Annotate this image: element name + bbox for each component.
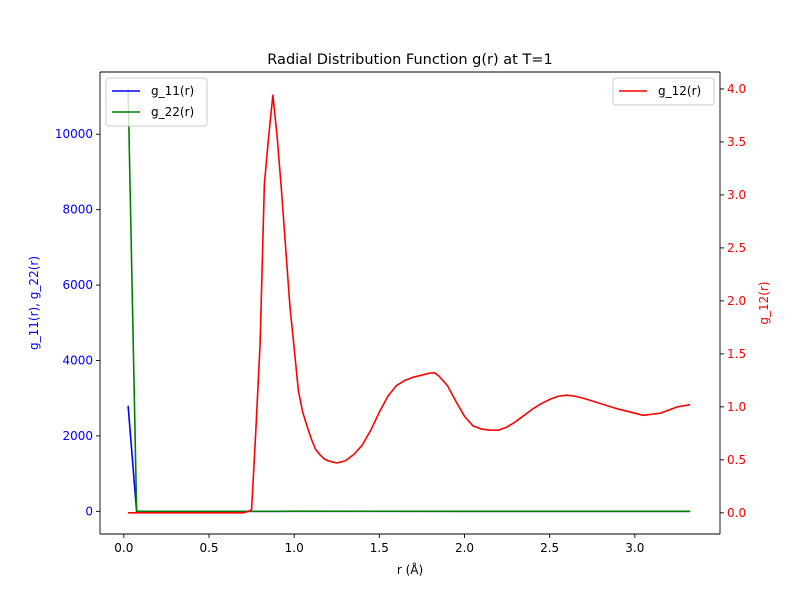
y-tick-label-right: 1.5 bbox=[727, 347, 746, 361]
x-tick-label: 1.0 bbox=[285, 541, 304, 555]
y-tick-label-right: 2.5 bbox=[727, 241, 746, 255]
y-tick-label-left: 4000 bbox=[62, 354, 93, 368]
series-lines bbox=[127, 88, 691, 514]
y-tick-label-left: 10000 bbox=[55, 127, 93, 141]
legend-right: g_12(r) bbox=[612, 77, 715, 106]
legend-left-box bbox=[105, 77, 208, 127]
x-tick-label: 2.0 bbox=[455, 541, 474, 555]
axes-frame bbox=[99, 71, 721, 535]
x-ticks: 0.0 0.5 1.0 1.5 2.0 2.5 3.0 bbox=[114, 534, 644, 555]
y-axis-label-right: g_12(r) bbox=[757, 281, 771, 324]
series-line-g-12-r bbox=[128, 94, 691, 514]
x-axis-label: r (Å) bbox=[397, 562, 423, 577]
y-tick-label-right: 0.5 bbox=[727, 453, 746, 467]
y-tick-label-left: 0 bbox=[85, 504, 93, 518]
y-tick-label-left: 6000 bbox=[62, 278, 93, 292]
legend-label-g11: g_11(r) bbox=[151, 84, 194, 98]
y-tick-label-left: 8000 bbox=[62, 203, 93, 217]
x-tick-label: 3.0 bbox=[625, 541, 644, 555]
x-tick-label: 1.5 bbox=[370, 541, 389, 555]
legend-label-g12: g_12(r) bbox=[658, 84, 701, 98]
y-tick-label-right: 2.0 bbox=[727, 294, 746, 308]
y-tick-label-right: 0.0 bbox=[727, 506, 746, 520]
y-ticks-left: 0 2000 4000 6000 8000 10000 bbox=[55, 127, 100, 518]
chart-title: Radial Distribution Function g(r) at T=1 bbox=[267, 52, 552, 68]
legend-right-box bbox=[612, 77, 715, 106]
x-tick-label: 0.5 bbox=[199, 541, 218, 555]
x-tick-label: 2.5 bbox=[540, 541, 559, 555]
y-tick-label-right: 1.0 bbox=[727, 400, 746, 414]
legend-left: g_11(r) g_22(r) bbox=[105, 77, 208, 127]
x-tick-label: 0.0 bbox=[114, 541, 133, 555]
plot-area bbox=[100, 72, 720, 534]
y-tick-label-left: 2000 bbox=[62, 429, 93, 443]
y-tick-label-right: 4.0 bbox=[727, 82, 746, 96]
y-axis-label-left: g_11(r), g_22(r) bbox=[27, 256, 41, 350]
y-ticks-right: 0.0 0.5 1.0 1.5 2.0 2.5 3.0 3.5 4.0 bbox=[720, 82, 746, 520]
y-tick-label-right: 3.5 bbox=[727, 135, 746, 149]
y-tick-label-right: 3.0 bbox=[727, 188, 746, 202]
legend-label-g22: g_22(r) bbox=[151, 105, 194, 119]
